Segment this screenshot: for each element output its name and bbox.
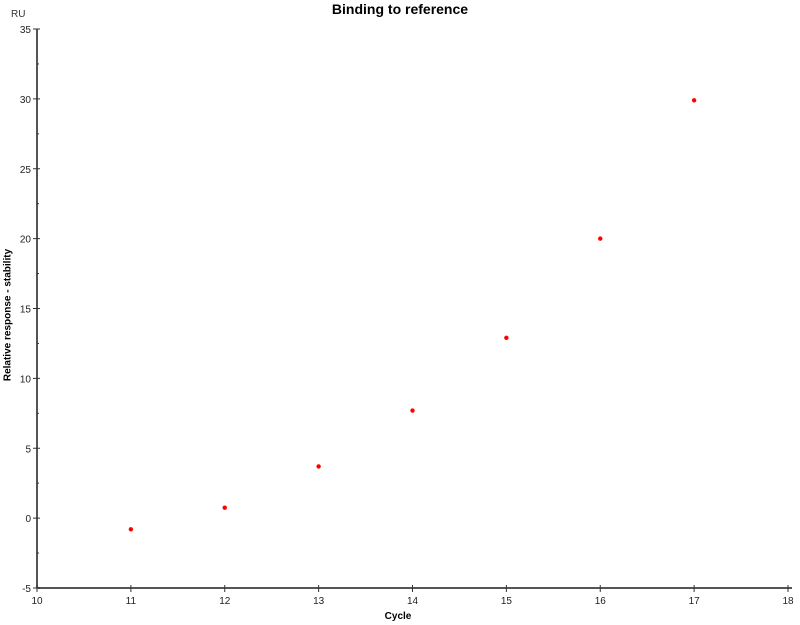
y-axis-unit: RU bbox=[11, 9, 26, 20]
y-tick-label: 30 bbox=[20, 95, 32, 106]
chart-title: Binding to reference bbox=[331, 1, 469, 17]
x-tick-label: 17 bbox=[689, 596, 701, 607]
y-tick-label: 10 bbox=[20, 374, 32, 385]
x-axis-label: Cycle bbox=[384, 611, 412, 622]
y-tick-label: 0 bbox=[25, 514, 31, 525]
data-point bbox=[598, 236, 603, 241]
y-tick-label: 25 bbox=[20, 165, 32, 176]
data-point bbox=[222, 505, 227, 510]
data-point bbox=[504, 335, 509, 341]
y-tick-label: 35 bbox=[20, 25, 32, 36]
y-tick-label: 20 bbox=[20, 235, 32, 246]
y-tick-label: 15 bbox=[20, 305, 32, 316]
x-tick-label: 15 bbox=[501, 596, 513, 607]
x-tick-label: 12 bbox=[219, 596, 231, 607]
data-point bbox=[410, 408, 415, 413]
y-tick-label: -5 bbox=[22, 584, 31, 595]
data-point bbox=[691, 98, 697, 103]
x-tick-label: 13 bbox=[313, 596, 325, 607]
x-tick-label: 16 bbox=[595, 596, 607, 607]
data-point bbox=[128, 527, 134, 532]
data-point bbox=[316, 464, 321, 469]
y-tick-label: 5 bbox=[25, 444, 31, 455]
x-tick-label: 18 bbox=[782, 596, 794, 607]
x-tick-label: 11 bbox=[126, 596, 137, 607]
x-tick-label: 14 bbox=[407, 596, 419, 607]
x-tick-label: 10 bbox=[31, 596, 43, 607]
